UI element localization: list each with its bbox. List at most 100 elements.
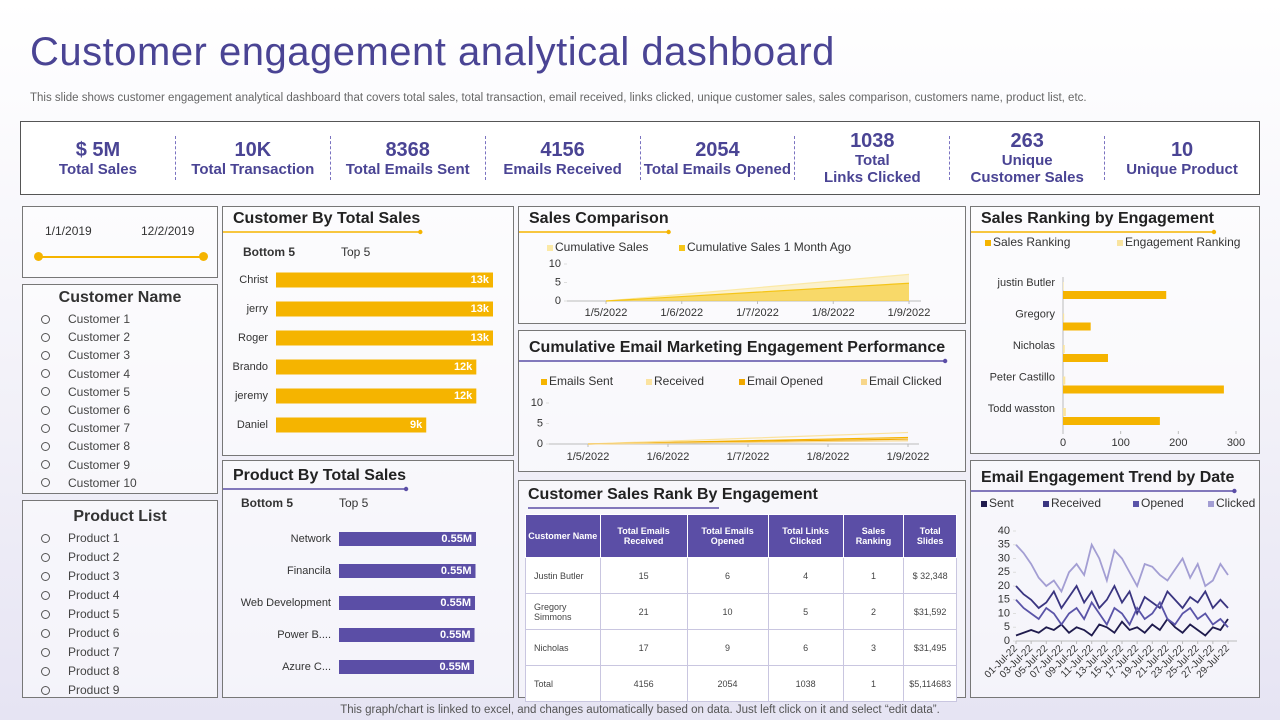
kpi-card: 10 Unique Product (1105, 136, 1259, 180)
footer-note: This graph/chart is linked to excel, and… (340, 704, 940, 716)
list-item-label: Customer 6 (68, 403, 131, 417)
list-item[interactable]: Product 8 (41, 664, 119, 678)
kpi-label: Total Emails Sent (345, 160, 470, 178)
table-cell: Gregory Simmons (525, 593, 601, 630)
table-cell: Justin Butler (525, 557, 601, 594)
category-label: Roger (238, 332, 268, 344)
list-item[interactable]: Product 4 (41, 588, 119, 602)
tab[interactable]: Top 5 (339, 496, 369, 510)
list-item[interactable]: Product 7 (41, 645, 119, 659)
radio-icon (41, 423, 50, 433)
table-cell: 10 (686, 593, 769, 630)
table-row: Nicholas 17 9 6 3 $31,495 (525, 629, 957, 666)
slider-handle[interactable] (199, 252, 208, 261)
value-label: 0.55M (440, 597, 471, 609)
list-item[interactable]: Product 5 (41, 607, 119, 621)
page-subtitle: This slide shows customer engagement ana… (30, 92, 1087, 104)
line (587, 431, 909, 445)
chart-panel: Sales Comparison Cumulative Sales Cumulati… (518, 206, 966, 324)
bar (276, 388, 477, 404)
column-header: Total Links Clicked (767, 514, 844, 558)
rank-table: Customer Name Total Emails Received Total … (525, 514, 957, 702)
list-item[interactable]: Customer 3 (41, 348, 130, 362)
legend-label: Cumulative Sales (555, 240, 648, 254)
bar (1063, 417, 1160, 425)
value-label: 12k (454, 390, 473, 402)
list-item[interactable]: Product 6 (41, 626, 119, 640)
category-label: Gregory (1015, 308, 1055, 320)
list-item-label: Customer 9 (68, 457, 131, 472)
list-item[interactable]: Customer 6 (41, 403, 130, 417)
list-item[interactable]: Product 9 (41, 683, 119, 697)
radio-icon (41, 405, 50, 415)
table-row: Justin Butler 15 6 4 1 $ 32,348 (525, 557, 957, 594)
x-tick-label: 1/6/2022 (660, 307, 703, 319)
list-item[interactable]: Customer 9 (41, 458, 130, 472)
radio-icon (41, 666, 50, 676)
tab[interactable]: Top 5 (341, 245, 371, 259)
line (587, 440, 909, 445)
line (605, 282, 910, 302)
table-cell: 9 (686, 629, 769, 666)
legend-marker (547, 245, 553, 251)
y-tick-label: 35 (998, 539, 1010, 551)
chart-title: Sales Comparison (529, 210, 669, 227)
chart-title: Customer By Total Sales (233, 210, 420, 227)
table-title: Customer Sales Rank By Engagement (528, 486, 819, 503)
category-label: Network (291, 533, 332, 545)
value-label: 13k (471, 332, 490, 344)
kpi-card: 4156 Emails Received (486, 136, 641, 180)
kpi-card: 263 Unique Customer Sales (950, 130, 1106, 186)
bar (1063, 408, 1066, 416)
kpi-value: 10 (1170, 138, 1194, 161)
radio-icon (41, 350, 50, 360)
tab[interactable]: Bottom 5 (243, 245, 295, 259)
list-item[interactable]: Product 1 (41, 531, 119, 545)
product-list: Product List Product 1 Product 2 Product 3… (22, 500, 218, 698)
table-cell: 2054 (686, 665, 769, 702)
chart-panel: Email Engagement Trend by Date Sent Receiv… (970, 460, 1260, 698)
legend-label: Opened (1141, 496, 1184, 510)
x-tick-label: 1/5/2022 (585, 307, 628, 319)
x-tick-label: 200 (1169, 437, 1187, 449)
list-item[interactable]: Product 3 (41, 569, 119, 583)
list-item-label: Customer 5 (68, 384, 131, 399)
value-label: 12k (454, 361, 473, 373)
legend-marker (541, 379, 547, 385)
legend-label: Email Opened (747, 374, 823, 388)
x-tick-label: 1/8/2022 (807, 451, 850, 463)
bar (1063, 354, 1108, 362)
category-label: justin Butler (997, 277, 1056, 289)
list-item[interactable]: Customer 7 (41, 421, 130, 435)
chart: Sales Comparison Cumulative Sales Cumulati… (519, 210, 930, 319)
bar (276, 272, 493, 288)
list-item[interactable]: Customer 8 (41, 439, 130, 453)
list-item[interactable]: Customer 4 (41, 367, 130, 381)
x-tick-label: 1/8/2022 (812, 307, 855, 319)
x-tick-label: 1/9/2022 (887, 451, 930, 463)
kpi-card: 1038 Total Links Clicked (795, 130, 951, 186)
slider-handle[interactable] (34, 252, 43, 261)
category-label: Power B.... (277, 629, 331, 641)
list-item[interactable]: Customer 2 (41, 330, 130, 344)
radio-icon (41, 628, 50, 638)
radio-icon (41, 590, 50, 600)
table-cell: Total (525, 665, 601, 702)
list-item[interactable]: Customer 10 (41, 476, 137, 490)
value-label: 0.55M (441, 565, 472, 577)
legend-marker (985, 240, 991, 246)
kpi-value: 10K (234, 138, 272, 161)
list-item-label: Product 8 (68, 664, 120, 678)
y-tick-label: 0 (555, 295, 561, 307)
table-cell: 2 (842, 593, 905, 630)
chart-panel: Sales Ranking by Engagement Sales Ranking… (970, 206, 1260, 454)
kpi-strip: $ 5M Total Sales 10K Total Transaction 8368 T… (20, 121, 1260, 195)
date-end: 12/2/2019 (141, 224, 195, 238)
list-item[interactable]: Customer 5 (41, 385, 130, 399)
list-item[interactable]: Customer 1 (41, 312, 130, 326)
legend-label: Received (654, 374, 704, 388)
value-label: 13k (471, 274, 490, 286)
list-item[interactable]: Product 2 (41, 550, 119, 564)
tab[interactable]: Bottom 5 (241, 496, 293, 510)
chart: Customer By Total Sales Bottom 5 Top 5 Chri… (223, 210, 493, 433)
